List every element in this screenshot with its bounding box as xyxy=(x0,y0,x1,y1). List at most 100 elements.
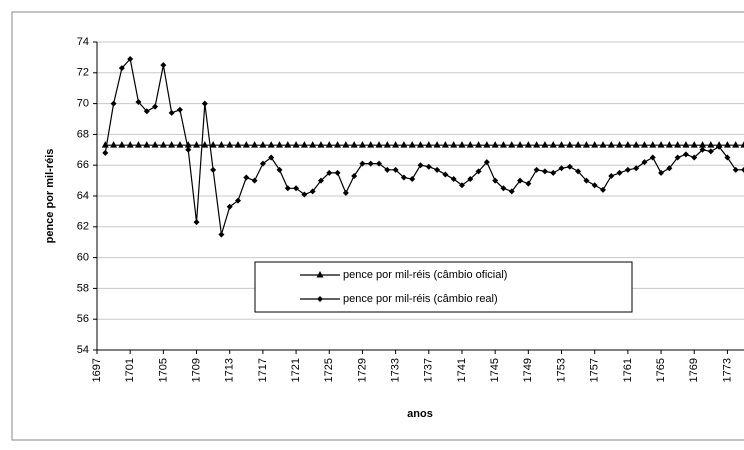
x-tick-label: 1769 xyxy=(688,358,700,382)
marker xyxy=(624,141,632,148)
marker xyxy=(483,159,490,166)
marker xyxy=(392,141,400,148)
y-tick-label: 62 xyxy=(77,221,89,233)
marker xyxy=(168,109,175,116)
marker xyxy=(508,141,516,148)
marker xyxy=(674,141,682,148)
marker xyxy=(434,166,441,173)
x-tick-label: 1721 xyxy=(290,358,302,382)
marker xyxy=(317,296,323,302)
y-tick-label: 72 xyxy=(77,67,89,79)
marker xyxy=(184,141,192,148)
marker xyxy=(168,141,176,148)
marker xyxy=(110,141,118,148)
marker xyxy=(351,172,358,179)
marker xyxy=(608,172,615,179)
marker xyxy=(226,141,234,148)
marker xyxy=(408,141,416,148)
marker xyxy=(325,141,333,148)
marker xyxy=(176,106,183,113)
legend-box xyxy=(254,261,633,313)
marker xyxy=(376,160,383,167)
marker xyxy=(367,160,374,167)
marker xyxy=(284,185,291,192)
legend-label: pence por mil-réis (câmbio oficial) xyxy=(343,269,507,281)
marker xyxy=(275,141,283,148)
marker xyxy=(649,154,656,161)
marker xyxy=(226,203,233,210)
marker xyxy=(160,62,167,69)
marker xyxy=(409,176,416,183)
marker xyxy=(724,154,731,161)
marker xyxy=(458,182,465,189)
marker xyxy=(450,176,457,183)
y-tick-label: 64 xyxy=(77,190,89,202)
marker xyxy=(723,141,731,148)
marker xyxy=(143,141,151,148)
marker xyxy=(209,141,217,148)
marker xyxy=(234,141,242,148)
marker xyxy=(699,141,707,148)
x-tick-label: 1741 xyxy=(456,358,468,382)
x-tick-label: 1749 xyxy=(522,358,534,382)
marker xyxy=(558,141,566,148)
marker xyxy=(533,141,541,148)
marker xyxy=(400,141,408,148)
x-tick-label: 1765 xyxy=(655,358,667,382)
marker xyxy=(467,176,474,183)
marker xyxy=(193,219,200,226)
marker xyxy=(716,143,723,150)
marker xyxy=(707,148,714,155)
marker xyxy=(118,65,125,72)
marker xyxy=(284,141,292,148)
series-line xyxy=(104,57,744,235)
marker xyxy=(641,159,648,166)
marker xyxy=(293,185,300,192)
marker xyxy=(350,141,358,148)
marker xyxy=(566,141,574,148)
y-tick-label: 68 xyxy=(77,128,89,140)
marker xyxy=(442,171,449,178)
marker xyxy=(616,169,623,176)
marker xyxy=(433,141,441,148)
marker xyxy=(316,271,324,278)
marker xyxy=(649,141,657,148)
x-tick-label: 1705 xyxy=(157,358,169,382)
marker xyxy=(300,141,308,148)
marker xyxy=(492,177,499,184)
marker xyxy=(517,177,524,184)
marker xyxy=(134,141,142,148)
marker xyxy=(665,141,673,148)
marker xyxy=(458,141,466,148)
marker xyxy=(541,141,549,148)
marker xyxy=(126,141,134,148)
marker xyxy=(575,168,582,175)
marker xyxy=(267,141,275,148)
x-tick-label: 1733 xyxy=(390,358,402,382)
marker xyxy=(110,100,117,107)
marker xyxy=(616,141,624,148)
marker xyxy=(268,154,275,161)
marker xyxy=(375,141,383,148)
marker xyxy=(658,169,665,176)
x-tick-label: 1745 xyxy=(489,358,501,382)
marker xyxy=(599,186,606,193)
marker xyxy=(583,177,590,184)
marker xyxy=(740,141,744,148)
marker xyxy=(499,141,507,148)
marker xyxy=(541,168,548,175)
marker xyxy=(118,141,126,148)
marker xyxy=(524,141,532,148)
x-tick-label: 1713 xyxy=(224,358,236,382)
marker xyxy=(152,103,159,110)
marker xyxy=(342,189,349,196)
marker xyxy=(558,165,565,172)
marker xyxy=(309,188,316,195)
x-tick-label: 1737 xyxy=(423,358,435,382)
marker xyxy=(483,141,491,148)
marker xyxy=(450,141,458,148)
marker xyxy=(632,141,640,148)
marker xyxy=(392,166,399,173)
marker xyxy=(185,146,192,153)
